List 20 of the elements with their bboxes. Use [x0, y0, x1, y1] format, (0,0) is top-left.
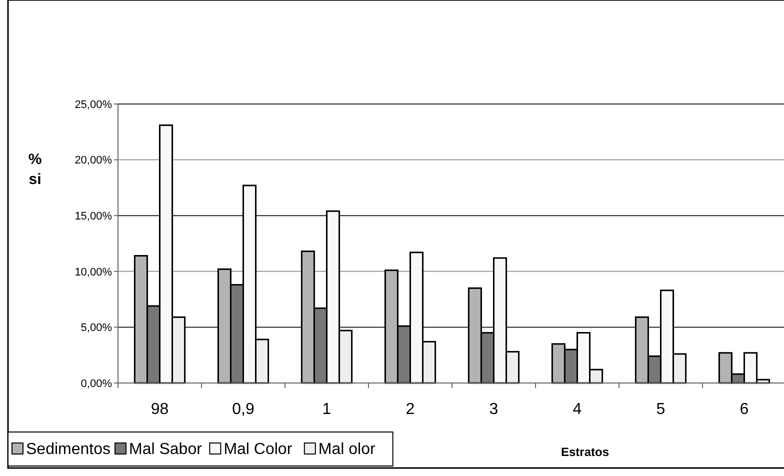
x-tick-label: 2	[406, 401, 415, 418]
x-tick-label: 0,9	[232, 401, 254, 418]
legend-label: Sedimentos	[26, 441, 110, 458]
x-axis-title: Estratos	[560, 445, 610, 459]
y-tick-label: 0,00%	[80, 378, 112, 390]
y-tick-label: 5,00%	[80, 322, 112, 334]
x-tick-label: 98	[150, 401, 169, 418]
legend-label: Mal Color	[224, 441, 293, 458]
legend-label: Mal Sabor	[129, 441, 203, 458]
y-tick-label: 25,00%	[74, 98, 112, 111]
x-tick-label: 4	[572, 401, 582, 418]
y-tick-label: 20,00%	[74, 154, 112, 167]
x-tick-label: 3	[489, 401, 498, 418]
x-tick-label: 6	[740, 401, 749, 418]
y-tick-label: 10,00%	[74, 266, 112, 278]
x-tick-label: 5	[656, 401, 666, 418]
x-tick-label: 1	[322, 401, 332, 418]
y-axis-title: % si	[28, 151, 42, 188]
y-tick-label: 15,00%	[74, 210, 112, 222]
legend-label: Mal olor	[318, 441, 376, 458]
